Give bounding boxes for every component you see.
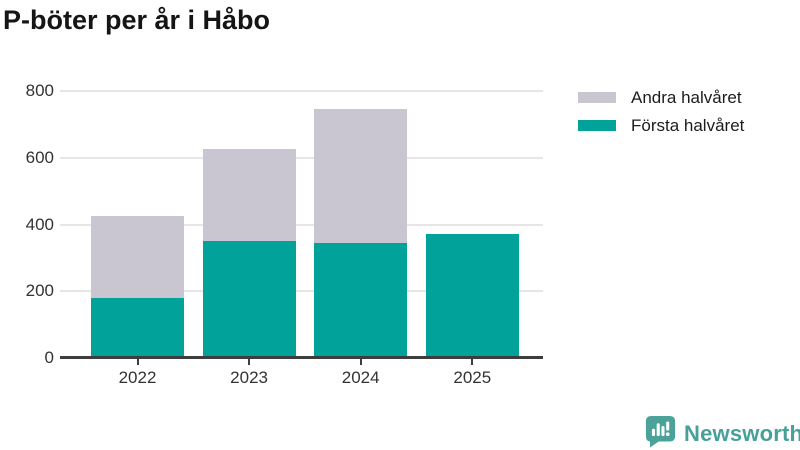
y-axis-tick-label: 400 [25, 214, 54, 234]
legend-item-andra-halvaret: Andra halvåret [578, 88, 744, 107]
bar-segment-2023-f-rsta-halv-ret [202, 241, 296, 358]
y-axis-tick-label: 600 [25, 147, 54, 167]
x-axis-tick [248, 359, 251, 365]
gridline-400 [60, 223, 543, 226]
x-axis-label: 2023 [230, 368, 268, 387]
x-axis-label: 2024 [341, 368, 380, 387]
gridline-200 [60, 290, 543, 293]
legend-label: Första halvåret [631, 116, 745, 135]
y-axis-tick-label: 0 [44, 348, 54, 367]
gridline-800 [60, 90, 543, 92]
bar-segment-2022-f-rsta-halv-ret [91, 297, 184, 358]
x-axis-label: 2022 [118, 368, 157, 387]
x-axis-tick [359, 359, 362, 365]
bar-segment-2024-f-rsta-halv-ret [314, 242, 408, 358]
bar-segment-2024-andra-halv-ret [314, 109, 408, 243]
gridline-600 [60, 156, 543, 159]
bar-segment-2023-andra-halv-ret [202, 149, 296, 242]
bar-segment-2025-f-rsta-halv-ret [425, 233, 519, 358]
legend-swatch-teal [578, 120, 616, 131]
x-axis-tick [136, 359, 139, 365]
newsworthy-logo: Newsworthy [645, 415, 800, 450]
newsworthy-speech-bubble-chart-icon [645, 415, 676, 450]
x-axis-line [60, 356, 543, 359]
legend-swatch-gray [578, 92, 616, 103]
legend-label: Andra halvåret [631, 88, 742, 107]
x-axis-tick [471, 359, 474, 365]
newsworthy-logo-text: Newsworthy [684, 421, 800, 446]
bar-segment-2022-andra-halv-ret [91, 216, 184, 298]
y-axis-tick-label: 200 [25, 281, 54, 301]
y-axis-tick-label: 800 [25, 81, 54, 100]
chart-title: P-böter per år i Håbo [3, 5, 271, 35]
legend-item-forsta-halvaret: Första halvåret [578, 116, 744, 135]
x-axis-label: 2025 [453, 368, 492, 387]
legend: Andra halvåret Första halvåret [578, 88, 744, 144]
